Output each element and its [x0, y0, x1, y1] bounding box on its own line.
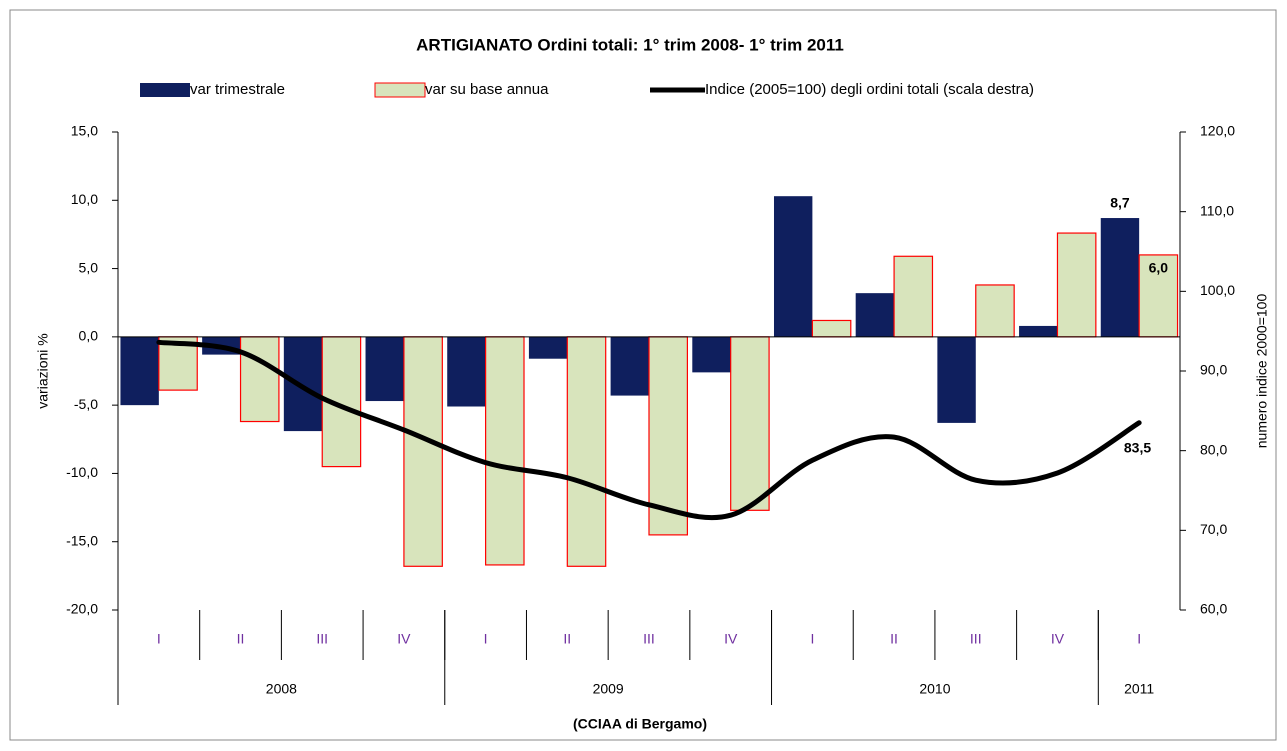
x-tick-label: IV [397, 631, 411, 647]
bar [730, 336, 770, 511]
chart-title: ARTIGIANATO Ordini totali: 1° trim 2008-… [416, 35, 844, 54]
x-tick-label: III [970, 631, 982, 647]
source-note: (CCIAA di Bergamo) [573, 716, 707, 732]
y2-axis-label: numero indice 2000=100 [1254, 294, 1270, 449]
x-tick-label: IV [724, 631, 738, 647]
bar [1138, 254, 1179, 338]
bar [855, 293, 895, 337]
legend-label: var trimestrale [190, 81, 285, 98]
y2-tick-label: 60,0 [1200, 601, 1227, 617]
y2-tick-label: 110,0 [1200, 202, 1234, 218]
y-tick-label: 0,0 [79, 328, 99, 344]
y2-tick-label: 100,0 [1200, 282, 1235, 298]
data-label: 83,5 [1124, 439, 1151, 455]
bar [365, 336, 404, 402]
year-label: 2008 [266, 681, 297, 697]
bar [528, 336, 568, 359]
bar [1019, 325, 1058, 337]
x-tick-label: III [316, 631, 328, 647]
bar [811, 319, 852, 338]
bar [937, 336, 976, 423]
y-tick-label: 5,0 [79, 259, 99, 275]
y-tick-label: -20,0 [66, 601, 98, 617]
y-axis-label: variazioni % [35, 333, 51, 408]
data-label: 8,7 [1110, 195, 1130, 211]
x-tick-label: II [563, 631, 571, 647]
y-tick-label: -15,0 [66, 532, 98, 548]
x-tick-label: I [1137, 631, 1141, 647]
year-label: 2009 [593, 681, 624, 697]
bar [773, 196, 813, 337]
x-tick-label: IV [1051, 631, 1065, 647]
x-tick-label: II [237, 631, 245, 647]
bar [283, 336, 323, 432]
legend-swatch [374, 82, 426, 98]
bar [485, 336, 525, 566]
y-tick-label: -10,0 [66, 464, 98, 480]
bar [321, 336, 362, 468]
x-tick-label: III [643, 631, 655, 647]
bar [120, 336, 159, 406]
bar [403, 336, 443, 567]
data-label: 6,0 [1149, 260, 1169, 276]
legend-label: Indice (2005=100) degli ordini totali (s… [705, 81, 1034, 98]
bar [239, 336, 280, 423]
x-tick-label: I [810, 631, 814, 647]
y-tick-label: 10,0 [71, 191, 98, 207]
legend-label: var su base annua [425, 81, 549, 98]
y-tick-label: 15,0 [71, 123, 98, 139]
bar [692, 336, 731, 373]
x-tick-label: I [157, 631, 161, 647]
y2-tick-label: 90,0 [1200, 362, 1227, 378]
y2-tick-label: 120,0 [1200, 123, 1235, 139]
index-line [156, 339, 1142, 521]
y2-tick-label: 70,0 [1200, 521, 1227, 537]
bar [566, 336, 607, 567]
bar [1100, 218, 1140, 337]
bar [648, 336, 688, 536]
y2-tick-label: 80,0 [1200, 441, 1227, 457]
year-label: 2010 [919, 681, 950, 697]
legend-swatch [140, 83, 190, 97]
bar [610, 336, 649, 396]
bar [975, 284, 1015, 338]
bar [447, 336, 486, 407]
y-tick-label: -5,0 [74, 396, 98, 412]
bar [893, 255, 934, 338]
year-label: 2011 [1124, 681, 1154, 697]
bar [1056, 232, 1097, 338]
x-tick-label: I [484, 631, 488, 647]
x-tick-label: II [890, 631, 898, 647]
